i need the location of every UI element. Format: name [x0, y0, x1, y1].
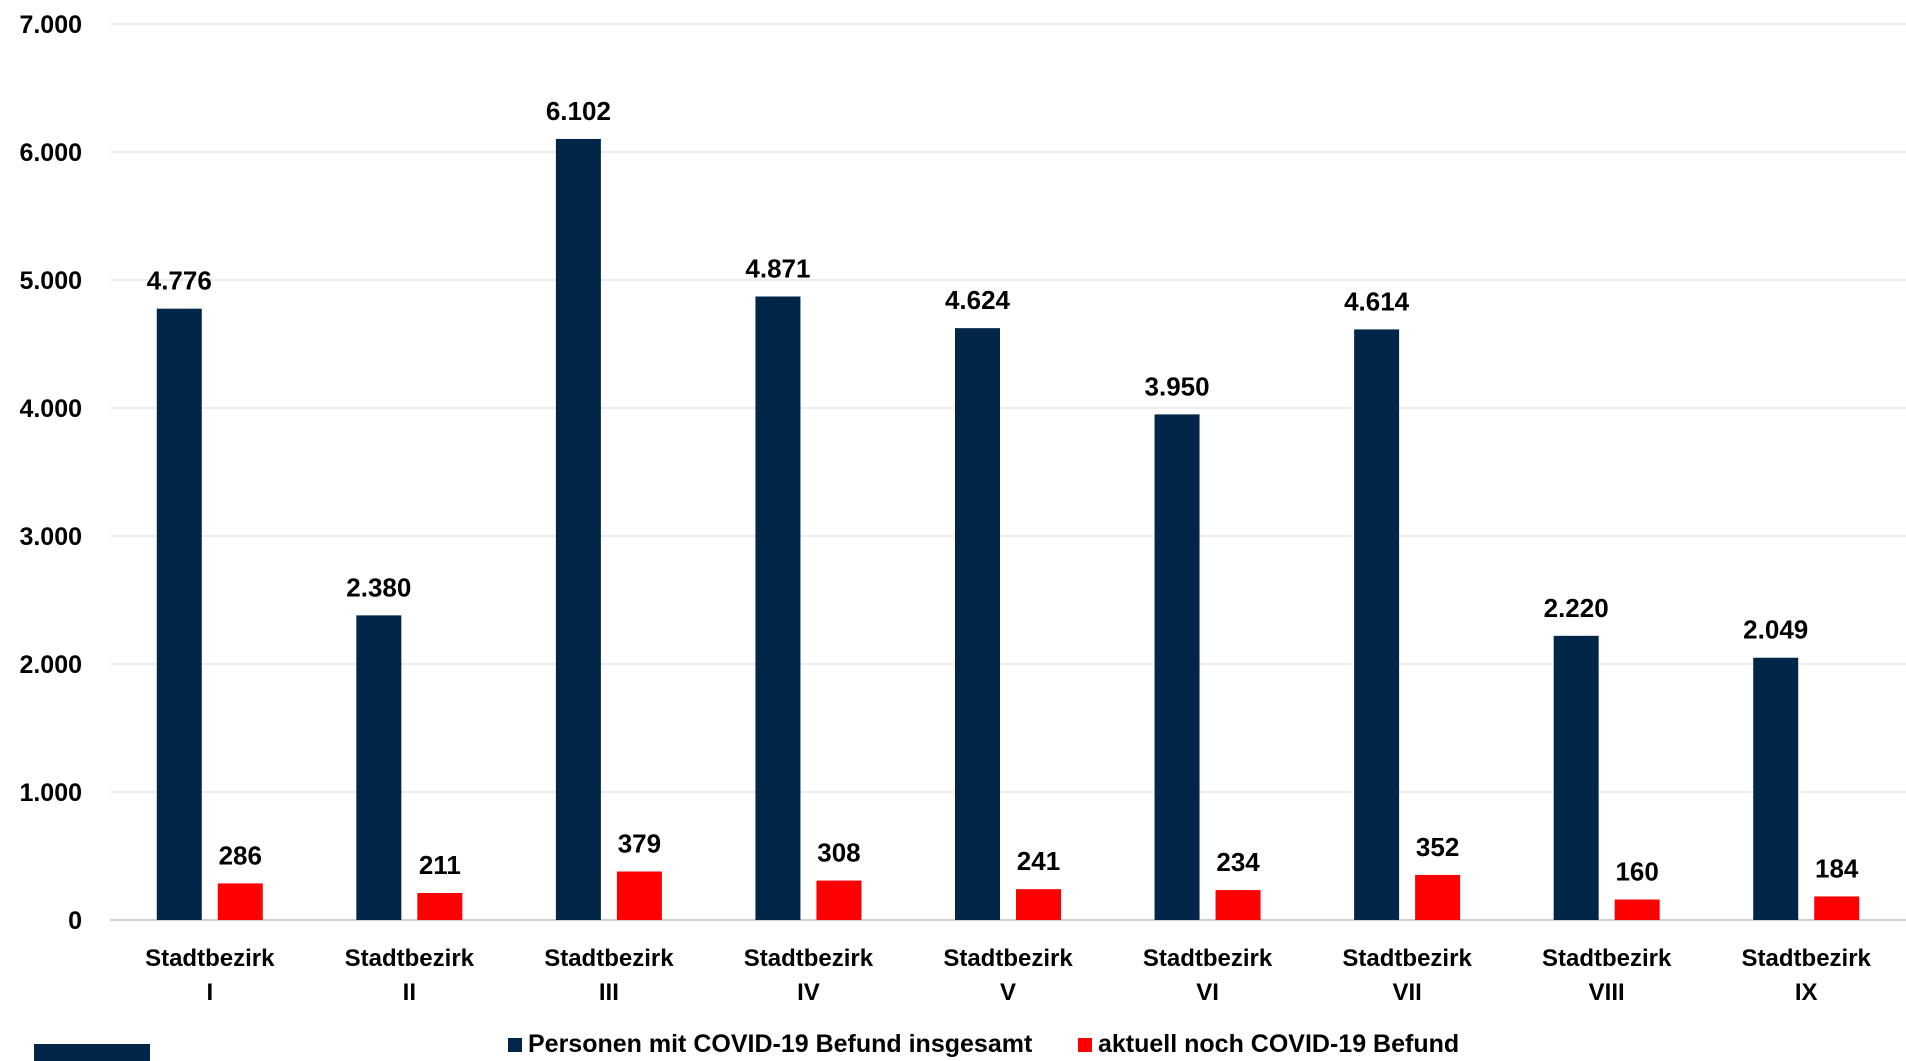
- bar-current: [1415, 874, 1461, 920]
- legend-swatch-current: [1078, 1037, 1092, 1052]
- data-label-total: 4.624: [945, 285, 1011, 315]
- x-tick-label: Stadtbezirk: [345, 945, 475, 972]
- data-label-current: 184: [1815, 853, 1859, 883]
- bar-current: [417, 892, 463, 920]
- data-label-total: 4.776: [147, 266, 212, 296]
- legend-label-current: aktuell noch COVID-19 Befund: [1098, 1030, 1460, 1058]
- y-tick-label: 4.000: [19, 395, 82, 423]
- data-label-total: 2.380: [346, 572, 411, 602]
- bar-current: [217, 883, 263, 920]
- bar-current: [1814, 896, 1860, 920]
- x-tick-label: Stadtbezirk: [744, 945, 874, 972]
- x-tick-label-numeral: I: [206, 979, 213, 1006]
- decorative-block: [34, 1044, 150, 1061]
- data-label-current: 241: [1017, 846, 1060, 876]
- data-label-total: 3.950: [1145, 371, 1210, 401]
- x-tick-label-numeral: VIII: [1589, 979, 1625, 1006]
- x-tick-label: Stadtbezirk: [1542, 945, 1672, 972]
- y-tick-label: 1.000: [19, 779, 82, 807]
- data-label-total: 4.614: [1344, 286, 1410, 316]
- x-tick-label: Stadtbezirk: [1143, 945, 1273, 972]
- x-tick-label: Stadtbezirk: [943, 945, 1073, 972]
- bar-total: [955, 328, 1000, 920]
- legend-swatch-total: [508, 1037, 522, 1052]
- y-tick-label: 7.000: [19, 11, 82, 39]
- data-label-current: 308: [817, 838, 860, 868]
- chart-legend: Personen mit COVID-19 Befund insgesamt a…: [0, 1030, 1906, 1061]
- y-tick-label: 0: [68, 907, 82, 935]
- bar-total: [555, 138, 601, 921]
- legend-item-current: aktuell noch COVID-19 Befund: [1078, 1030, 1459, 1059]
- data-label-current: 160: [1615, 857, 1658, 887]
- data-label-current: 286: [219, 840, 262, 870]
- bar-total: [356, 615, 402, 920]
- x-tick-label-numeral: III: [599, 979, 619, 1006]
- data-label-total: 2.049: [1743, 615, 1808, 645]
- bar-current: [816, 880, 862, 920]
- bar-current: [616, 871, 662, 920]
- data-label-current: 352: [1416, 832, 1459, 862]
- x-tick-label-numeral: VII: [1392, 979, 1421, 1006]
- bar-total: [1354, 329, 1400, 921]
- x-tick-label-numeral: VI: [1196, 979, 1219, 1006]
- data-label-total: 2.220: [1544, 593, 1609, 623]
- x-tick-label-numeral: II: [403, 979, 416, 1006]
- data-label-current: 379: [618, 828, 661, 858]
- bar-current: [1215, 890, 1261, 920]
- data-label-current: 234: [1216, 847, 1260, 877]
- bar-total: [1553, 635, 1599, 920]
- y-tick-label: 6.000: [19, 139, 82, 167]
- y-tick-label: 2.000: [19, 651, 82, 679]
- bar-total: [755, 296, 801, 921]
- bar-chart: 0 1.000 2.000 3.000 4.000 5.000 6.000 7.000 4.77…: [19, 11, 1906, 1006]
- x-tick-label-numeral: IV: [797, 979, 820, 1006]
- bar-current: [1016, 889, 1061, 920]
- y-tick-label: 3.000: [19, 523, 82, 551]
- data-label-total: 4.871: [745, 254, 810, 284]
- x-tick-label: Stadtbezirk: [1742, 945, 1872, 972]
- legend-item-total: Personen mit COVID-19 Befund insgesamt: [508, 1030, 1032, 1059]
- bar-total: [1753, 657, 1799, 920]
- data-label-current: 211: [419, 850, 461, 880]
- x-tick-label-numeral: IX: [1795, 979, 1818, 1006]
- x-tick-label: Stadtbezirk: [544, 945, 674, 972]
- x-tick-label: Stadtbezirk: [1342, 945, 1472, 972]
- bar-current: [1614, 899, 1660, 920]
- data-label-total: 6.102: [546, 96, 611, 126]
- x-tick-label-numeral: V: [1000, 979, 1016, 1006]
- legend-label-total: Personen mit COVID-19 Befund insgesamt: [528, 1030, 1033, 1058]
- y-tick-label: 5.000: [19, 267, 82, 295]
- x-tick-label: Stadtbezirk: [145, 945, 275, 972]
- bar-total: [156, 308, 202, 920]
- bar-total: [1154, 414, 1200, 920]
